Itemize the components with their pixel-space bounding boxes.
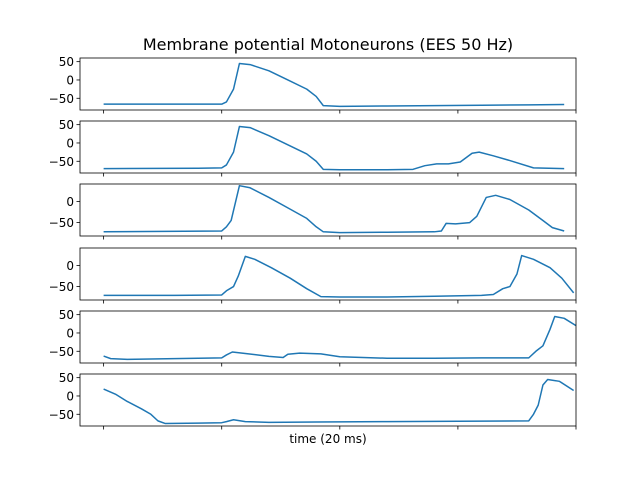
y-tick-label: −50 <box>49 216 74 230</box>
y-tick-label: −50 <box>49 408 74 422</box>
subplot-5: 50 0 −50 <box>49 308 577 367</box>
membrane-potential-line-4 <box>103 254 575 298</box>
y-tick-label: −50 <box>49 155 74 169</box>
y-tick-label: −50 <box>49 345 74 359</box>
membrane-potential-line-6 <box>103 378 575 425</box>
y-tick-label: 0 <box>66 136 74 150</box>
chart-title: Membrane potential Motoneurons (EES 50 H… <box>143 35 513 54</box>
y-tick-label: 0 <box>66 326 74 340</box>
axes-frame-2 <box>79 120 577 174</box>
membrane-potential-line-5 <box>103 315 577 361</box>
subplot-stack: 50 0 −50 50 0 −50 0 −50 0 −50 50 0 −50 50 0 −50 <box>49 55 577 430</box>
axes-frame-6 <box>79 373 577 427</box>
subplot-4: 0 −50 <box>49 247 577 304</box>
membrane-potential-line-3 <box>103 184 565 234</box>
x-axis-label: time (20 ms) <box>289 432 366 446</box>
y-tick-label: 50 <box>59 371 74 385</box>
y-tick-label: 0 <box>66 195 74 209</box>
y-tick-label: 50 <box>59 118 74 132</box>
axes-frame-1 <box>79 57 577 111</box>
y-tick-label: 50 <box>59 308 74 322</box>
membrane-potential-line-1 <box>103 62 565 108</box>
axes-frame-5 <box>79 310 577 364</box>
subplot-2: 50 0 −50 <box>49 118 577 177</box>
subplot-6: 50 0 −50 <box>49 371 577 430</box>
y-tick-label: 0 <box>66 73 74 87</box>
y-tick-label: 50 <box>59 55 74 69</box>
subplot-1: 50 0 −50 <box>49 55 577 114</box>
y-tick-label: 0 <box>66 259 74 273</box>
y-tick-label: −50 <box>49 280 74 294</box>
axes-frame-3 <box>79 183 577 237</box>
y-tick-label: 0 <box>66 389 74 403</box>
subplot-3: 0 −50 <box>49 183 577 240</box>
membrane-potential-line-2 <box>103 125 565 171</box>
y-tick-label: −50 <box>49 92 74 106</box>
axes-frame-4 <box>79 247 577 301</box>
